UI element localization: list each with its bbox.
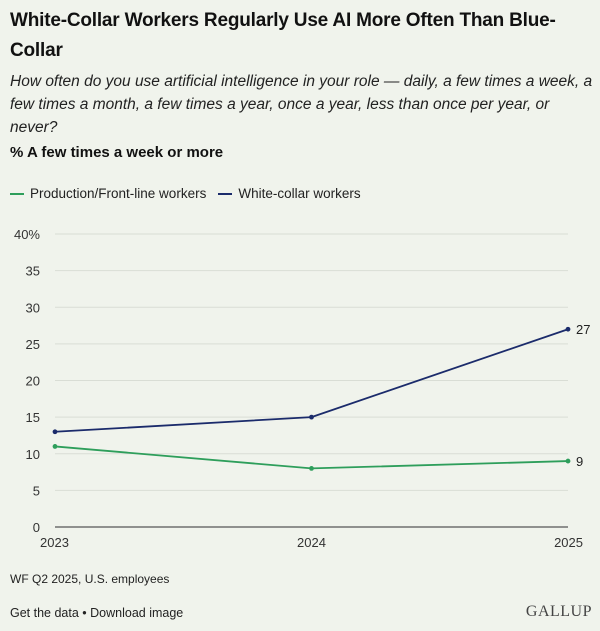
series-line-production: [54, 445, 569, 470]
chart-subtitle: How often do you use artificial intellig…: [10, 73, 593, 136]
x-tick-label: 2024: [297, 535, 326, 550]
gridlines: [55, 233, 568, 528]
data-point-production: [565, 458, 571, 464]
end-label-white-collar: 27: [576, 322, 590, 337]
x-tick-label: 2023: [40, 535, 69, 550]
legend-label-white-collar: White-collar workers: [238, 186, 361, 201]
legend: Production/Front-line workers White-coll…: [10, 186, 361, 201]
data-point-production: [52, 444, 58, 449]
legend-swatch-white-collar: [218, 192, 233, 195]
y-tick-label: 10: [26, 447, 40, 462]
y-tick-label: 40%: [14, 227, 40, 242]
legend-item-production: Production/Front-line workers: [10, 186, 206, 201]
download-image-link[interactable]: Download image: [90, 606, 184, 620]
data-point-production: [309, 466, 314, 471]
x-tick-label: 2025: [554, 535, 583, 550]
y-tick-label: 5: [33, 483, 40, 498]
chart-title: White-Collar Workers Regularly Use AI Mo…: [10, 10, 556, 61]
footer-links: Get the data • Download image: [10, 606, 183, 620]
y-tick-label: 0: [33, 520, 40, 535]
data-point-white-collar: [52, 429, 58, 435]
y-tick-label: 35: [26, 264, 40, 279]
data-labels: 9 27: [576, 322, 590, 469]
footer-separator: •: [78, 606, 91, 620]
y-tick-label: 30: [26, 300, 40, 315]
legend-item-white-collar: White-collar workers: [218, 186, 361, 201]
y-tick-label: 15: [26, 410, 40, 425]
series: [52, 326, 571, 471]
data-point-white-collar: [565, 326, 571, 332]
legend-swatch-production: [10, 192, 24, 195]
source-note: WF Q2 2025, U.S. employees: [10, 572, 170, 586]
gallup-logo: GALLUP: [525, 603, 592, 620]
y-tick-label: 20: [26, 374, 40, 389]
chart-subhead: % A few times a week or more: [10, 144, 224, 161]
y-tick-label: 25: [26, 337, 40, 352]
legend-label-production: Production/Front-line workers: [30, 186, 207, 201]
end-label-production: 9: [576, 454, 583, 469]
data-point-white-collar: [309, 414, 314, 420]
get-data-link[interactable]: Get the data: [10, 606, 79, 620]
